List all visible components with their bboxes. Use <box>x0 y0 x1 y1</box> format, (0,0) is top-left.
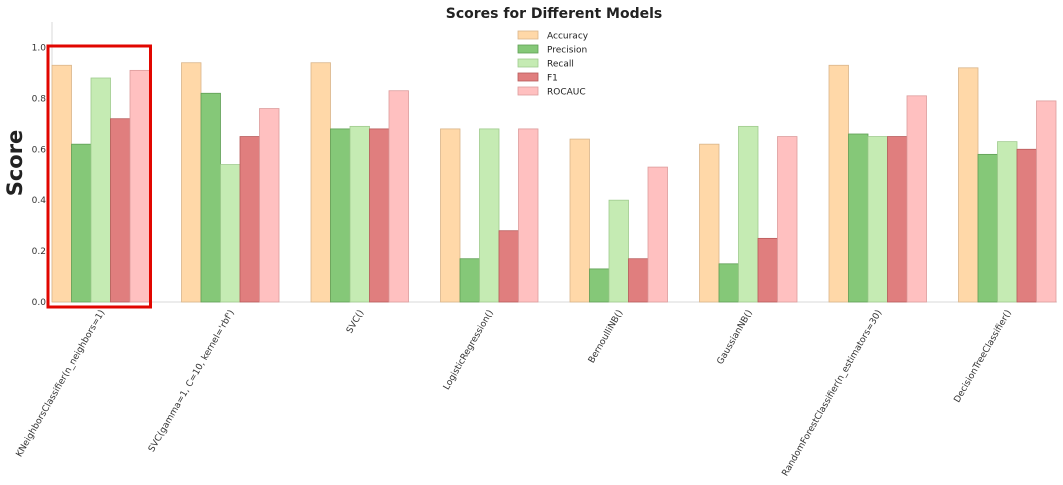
x-tick-label: DecisionTreeClassifier() <box>953 309 1014 405</box>
legend-swatch-rocauc <box>517 86 539 96</box>
bar-f1-3 <box>369 128 390 303</box>
bar-accuracy-5 <box>569 138 590 303</box>
highlight-box <box>46 44 152 309</box>
bar-accuracy-3 <box>310 62 331 303</box>
x-tick-label: BernoulliNB() <box>587 309 625 366</box>
bar-rocauc-4 <box>518 128 539 303</box>
x-tick-label: KNeighborsClassifier(n_neighbors=1) <box>15 309 108 460</box>
bar-recall-3 <box>349 125 370 303</box>
legend-swatch-recall <box>517 58 539 68</box>
y-tick-label: 1.0 <box>32 43 47 53</box>
bar-accuracy-7 <box>828 64 849 303</box>
bar-precision-7 <box>848 133 869 303</box>
bar-rocauc-6 <box>777 136 798 303</box>
bar-precision-5 <box>589 268 610 303</box>
bar-recall-1 <box>90 77 111 303</box>
legend-swatch-precision <box>517 44 539 54</box>
bar-recall-5 <box>608 199 629 303</box>
bar-rocauc-3 <box>388 90 409 303</box>
bar-recall-8 <box>997 141 1018 303</box>
legend-label-precision: Precision <box>547 46 587 56</box>
highlight-annotation <box>46 44 152 309</box>
x-tick-label: RandomForestClassifier(n_estimators=30) <box>781 309 885 479</box>
bar-precision-8 <box>977 153 998 303</box>
bar-rocauc-5 <box>647 166 668 303</box>
bar-precision-3 <box>330 128 351 303</box>
legend-label-f1: F1 <box>547 74 558 84</box>
bar-accuracy-1 <box>51 64 72 303</box>
y-tick-label: 0.2 <box>32 247 46 257</box>
bar-rocauc-2 <box>259 108 280 303</box>
bar-recall-7 <box>867 136 888 303</box>
x-tick-label: SVC(gamma=1, C=10, kernel='rbf') <box>147 309 237 454</box>
bar-rocauc-7 <box>906 95 927 303</box>
y-tick-label: 0.4 <box>32 196 47 206</box>
y-tick-label: 0.6 <box>32 145 47 155</box>
legend-label-rocauc: ROCAUC <box>547 88 586 98</box>
bar-f1-5 <box>628 258 649 303</box>
bar-recall-4 <box>479 128 500 303</box>
legend-swatch-accuracy <box>517 30 539 40</box>
y-tick-label: 0.8 <box>32 94 47 104</box>
bar-rocauc-8 <box>1036 100 1057 303</box>
x-tick-label: SVC() <box>345 309 366 336</box>
bar-precision-6 <box>718 263 739 303</box>
bar-f1-6 <box>757 237 778 303</box>
bar-accuracy-8 <box>958 67 979 303</box>
bar-accuracy-6 <box>699 143 720 303</box>
bar-precision-4 <box>459 258 480 303</box>
chart-title: Scores for Different Models <box>446 6 662 22</box>
bar-precision-1 <box>71 143 92 303</box>
legend-label-accuracy: Accuracy <box>547 32 589 42</box>
bars <box>51 62 1057 303</box>
bar-recall-2 <box>220 164 241 303</box>
bar-rocauc-1 <box>129 69 150 303</box>
y-tick-label: 0.0 <box>32 298 47 308</box>
x-tick-label: LogisticRegression() <box>442 309 496 392</box>
legend-swatch-f1 <box>517 72 539 82</box>
bar-f1-4 <box>498 230 519 303</box>
bar-accuracy-4 <box>440 128 461 303</box>
legend: Accuracy Precision Recall F1 ROCAUC <box>517 30 589 98</box>
y-axis-label: Score <box>3 130 27 197</box>
bar-accuracy-2 <box>181 62 202 303</box>
bar-f1-2 <box>239 136 260 303</box>
legend-label-recall: Recall <box>547 60 574 70</box>
bar-f1-8 <box>1016 148 1037 303</box>
bar-recall-6 <box>738 125 759 303</box>
bar-precision-2 <box>200 92 221 303</box>
x-tick-label: GaussianNB() <box>716 309 755 367</box>
bar-f1-7 <box>887 136 908 303</box>
x-tick-labels: KNeighborsClassifier(n_neighbors=1) SVC(g… <box>15 309 1014 479</box>
y-tick-labels: 0.0 0.2 0.4 0.6 0.8 1.0 <box>32 43 47 308</box>
bar-f1-1 <box>110 118 131 303</box>
